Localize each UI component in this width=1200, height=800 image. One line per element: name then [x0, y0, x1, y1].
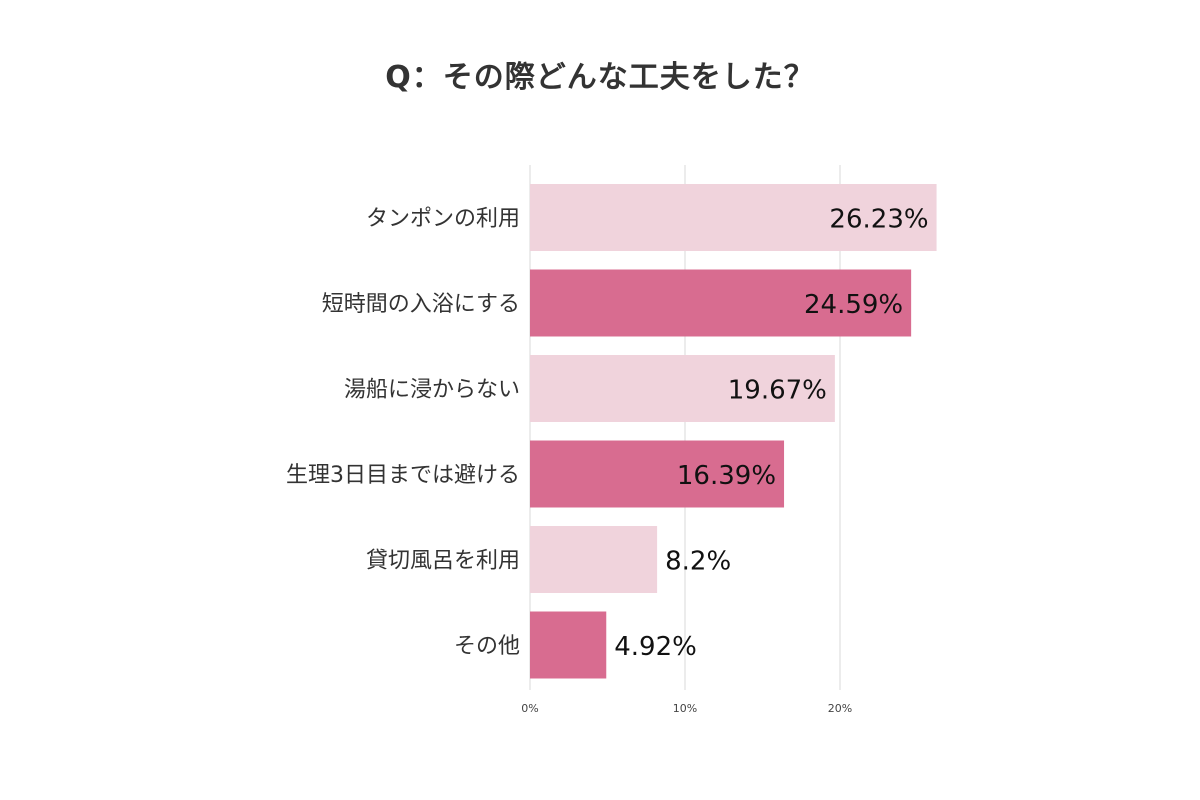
x-axis-ticks: 0% 10% 20% — [521, 702, 852, 715]
category-label: 湯船に浸からない — [344, 378, 520, 403]
value-label: 4.92% — [614, 632, 697, 662]
bar — [530, 526, 658, 593]
gridlines — [529, 165, 841, 690]
chart-title: Q：その際どんな工夫をした？ — [385, 60, 815, 95]
category-label: 生理3日目までは避ける — [286, 463, 520, 488]
category-label: 貸切風呂を利用 — [366, 549, 520, 574]
category-label: 短時間の入浴にする — [322, 292, 520, 317]
bar — [530, 184, 937, 251]
category-label: その他 — [454, 634, 520, 659]
category-label: タンポンの利用 — [366, 207, 520, 232]
bar — [530, 355, 835, 422]
value-label: 8.2% — [665, 547, 731, 577]
x-tick-label: 10% — [673, 702, 697, 715]
value-label: 16.39% — [677, 461, 776, 491]
value-label: 19.67% — [728, 376, 827, 406]
bar — [530, 269, 912, 337]
bars — [530, 184, 937, 679]
bar — [530, 440, 785, 508]
x-tick-label: 0% — [521, 702, 538, 715]
x-tick-label: 20% — [828, 702, 852, 715]
labels: タンポンの利用 26.23% 短時間の入浴にする 24.59% 湯船に浸からない 19.6… — [286, 205, 929, 663]
bar — [530, 611, 607, 679]
value-label: 24.59% — [804, 290, 903, 320]
value-label: 26.23% — [829, 205, 928, 235]
